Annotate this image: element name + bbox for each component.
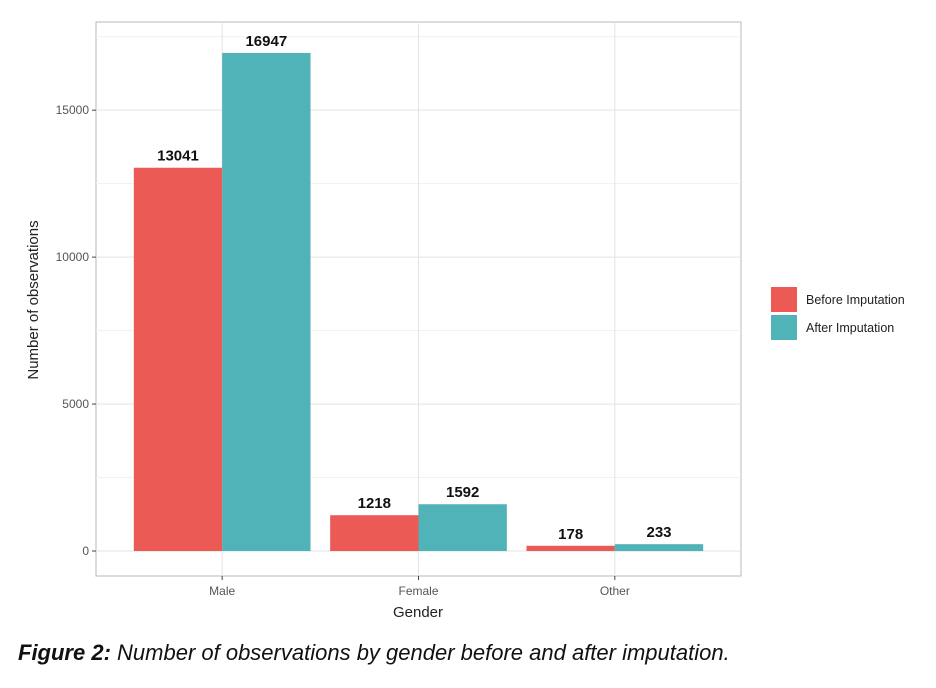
y-tick-label: 5000 — [62, 397, 89, 411]
y-axis: 0 5000 10000 15000 — [56, 103, 96, 558]
data-label: 233 — [646, 524, 671, 541]
bar — [418, 504, 507, 552]
legend: Before Imputation After Imputation — [771, 287, 905, 340]
y-tick-label: 10000 — [56, 250, 90, 264]
data-labels: 13041 16947 1218 1592 178 233 — [157, 33, 671, 543]
data-label: 178 — [558, 526, 583, 543]
data-label: 16947 — [245, 33, 287, 50]
data-label: 13041 — [157, 148, 199, 165]
x-axis-title: Gender — [393, 604, 443, 621]
chart: 13041 16947 1218 1592 178 233 0 5000 10000 15000… — [25, 21, 905, 621]
bar — [222, 52, 311, 552]
bars — [133, 52, 704, 552]
data-label: 1218 — [358, 495, 391, 512]
caption-label: Figure 2: — [18, 640, 111, 665]
y-axis-title: Number of observations — [25, 220, 42, 379]
bar — [526, 545, 615, 552]
legend-label: After Imputation — [806, 321, 894, 335]
x-axis: Male Female Other — [209, 576, 630, 598]
legend-label: Before Imputation — [806, 293, 905, 307]
bar — [133, 167, 223, 552]
legend-swatch — [771, 287, 797, 312]
x-tick-label: Other — [600, 584, 630, 598]
bar — [614, 544, 704, 552]
bar — [330, 515, 419, 552]
y-tick-label: 15000 — [56, 103, 90, 117]
x-tick-label: Male — [209, 584, 235, 598]
legend-swatch — [771, 315, 797, 340]
x-tick-label: Female — [398, 584, 438, 598]
y-tick-label: 0 — [82, 544, 89, 558]
figure-caption: Figure 2: Number of observations by gend… — [18, 640, 730, 666]
caption-text: Number of observations by gender before … — [110, 640, 730, 665]
data-label: 1592 — [446, 484, 479, 501]
